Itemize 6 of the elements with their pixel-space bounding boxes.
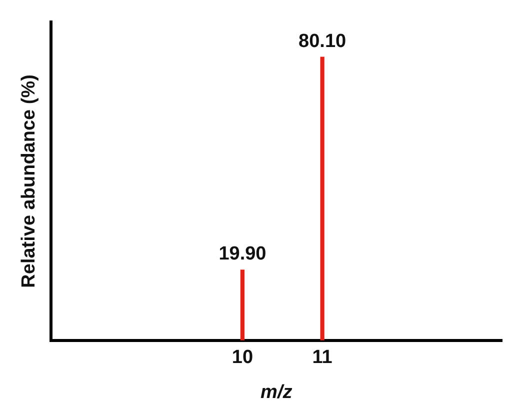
x-tick-label: 10 xyxy=(232,347,254,368)
data-label: 80.10 xyxy=(298,30,346,52)
x-axis-title: m/z xyxy=(260,382,293,403)
y-axis-title: Relative abundance (%) xyxy=(18,74,40,288)
data-label: 19.90 xyxy=(218,244,266,265)
x-tick-label: 11 xyxy=(312,347,333,368)
